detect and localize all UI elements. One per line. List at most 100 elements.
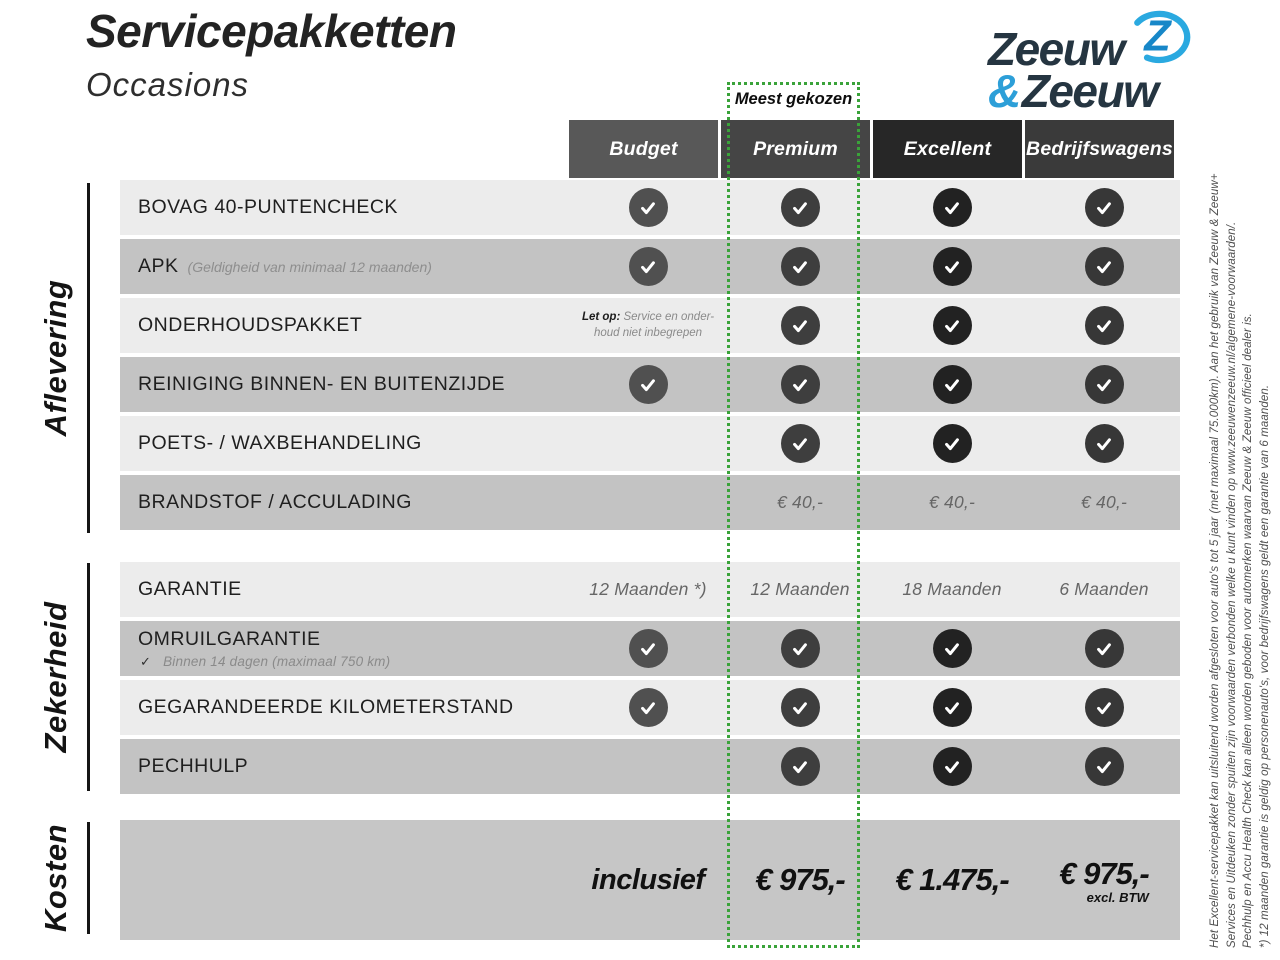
logo-word-zeeuw: Zeeuw	[988, 23, 1125, 75]
section-divider-aflevering	[87, 183, 90, 533]
check-icon	[780, 247, 820, 286]
fine-print-line: Pechhulp en Accu Health Check kan alleen…	[1242, 313, 1255, 948]
row-label: OMRUILGARANTIE ✓ Binnen 14 dagen (maximaal…	[138, 627, 391, 669]
column-header-bedrijfswagens: Bedrijfswagens	[1025, 120, 1174, 178]
cell-bedrijfswagens	[1028, 239, 1180, 294]
page-subtitle: Occasions	[86, 66, 250, 103]
cell-budget	[572, 475, 724, 530]
logo-ampersand: &	[988, 65, 1021, 117]
section-rows-zekerheid: GARANTIE 12 Maanden *) 12 Maanden 18 Maande…	[120, 562, 1180, 798]
cell-budget	[572, 680, 724, 735]
cell-bedrijfswagens	[1028, 680, 1180, 735]
row-label: GEGARANDEERDE KILOMETERSTAND	[138, 696, 514, 718]
table-row: BOVAG 40-PUNTENCHECK	[120, 180, 1180, 235]
table-row: PECHHULP	[120, 739, 1180, 794]
check-icon	[1084, 365, 1124, 404]
check-icon	[780, 188, 820, 227]
check-icon	[1084, 188, 1124, 227]
cell-budget: Let op: Service en onder-houd niet inbeg…	[581, 310, 715, 339]
row-label: POETS- / WAXBEHANDELING	[138, 432, 422, 454]
check-icon	[932, 688, 972, 727]
cell-budget: 12 Maanden *)	[589, 579, 707, 599]
row-label: ONDERHOUDSPAKKET	[138, 314, 363, 336]
check-icon	[932, 247, 972, 286]
check-icon	[1084, 247, 1124, 286]
table-row: GEGARANDEERDE KILOMETERSTAND	[120, 680, 1180, 735]
check-icon	[1084, 688, 1124, 727]
table-row: REINIGING BINNEN- EN BUITENZIJDE	[120, 357, 1180, 412]
cell-budget	[572, 357, 724, 412]
check-icon	[780, 365, 820, 404]
row-label: APK (Geldigheid van minimaal 12 maanden)	[138, 255, 432, 277]
section-label-aflevering: Aflevering	[38, 279, 73, 437]
cell-premium: 12 Maanden	[750, 579, 850, 599]
cell-excellent: 18 Maanden	[902, 579, 1002, 599]
z-swoosh-icon: Z	[1126, 6, 1196, 70]
fine-print-line: Het Excellent-servicepakket kan uitsluit…	[1209, 173, 1221, 948]
table-row: ONDERHOUDSPAKKET Let op: Service en onder…	[120, 298, 1180, 353]
check-icon	[932, 747, 972, 786]
table-row: GARANTIE 12 Maanden *) 12 Maanden 18 Maande…	[120, 562, 1180, 617]
cell-budget	[572, 739, 724, 794]
check-icon	[1084, 306, 1124, 345]
cell-budget	[572, 239, 724, 294]
kosten-cell-excellent: € 1.475,-	[895, 862, 1009, 897]
check-icon	[780, 688, 820, 727]
check-icon	[628, 629, 668, 668]
check-icon	[932, 306, 972, 345]
table-row: POETS- / WAXBEHANDELING	[120, 416, 1180, 471]
cell-excellent	[876, 680, 1028, 735]
cell-bedrijfswagens	[1028, 180, 1180, 235]
check-icon	[1084, 629, 1124, 668]
kosten-cell-bedrijfswagens: € 975,- excl. BTW	[1059, 855, 1150, 905]
check-icon	[932, 629, 972, 668]
cell-premium	[724, 621, 876, 676]
row-label: REINIGING BINNEN- EN BUITENZIJDE	[138, 373, 506, 395]
check-icon	[628, 247, 668, 286]
section-rows-aflevering: BOVAG 40-PUNTENCHECK APK (Geldigheid van m…	[120, 180, 1180, 534]
kosten-cell-budget: inclusief	[591, 863, 705, 896]
meest-gekozen-badge: Meest gekozen	[734, 90, 853, 108]
svg-text:Z: Z	[1142, 13, 1172, 61]
cell-budget	[572, 180, 724, 235]
logo-line-1: Zeeuw Z	[988, 6, 1196, 72]
zeeuw-zeeuw-logo: Zeeuw Z & Zeeuw	[988, 6, 1196, 114]
cell-bedrijfswagens	[1028, 416, 1180, 471]
section-divider-zekerheid	[87, 563, 90, 791]
cell-premium	[724, 416, 876, 471]
section-label-kosten: Kosten	[38, 823, 73, 933]
cell-premium	[724, 357, 876, 412]
cell-excellent	[876, 298, 1028, 353]
column-header-excellent: Excellent	[873, 120, 1022, 178]
check-icon	[932, 424, 972, 463]
kosten-cell-premium: € 975,-	[755, 862, 846, 897]
cell-bedrijfswagens	[1028, 357, 1180, 412]
small-check-icon: ✓	[140, 653, 152, 669]
check-icon	[932, 188, 972, 227]
cell-excellent	[876, 180, 1028, 235]
package-columns-header: Budget Premium Excellent Bedrijfswagens	[569, 120, 1174, 178]
cell-bedrijfswagens	[1028, 621, 1180, 676]
cell-premium	[724, 680, 876, 735]
cell-bedrijfswagens: € 40,-	[1081, 492, 1127, 512]
check-icon	[780, 629, 820, 668]
table-row: OMRUILGARANTIE ✓ Binnen 14 dagen (maximaal…	[120, 621, 1180, 676]
page-title: Servicepakketten	[86, 5, 457, 57]
fine-print-line: Services en Uitdeuken zonder spuiten zij…	[1225, 221, 1238, 948]
check-icon	[628, 188, 668, 227]
cell-premium	[724, 739, 876, 794]
cell-premium: € 40,-	[777, 492, 823, 512]
check-icon	[628, 688, 668, 727]
cell-excellent: € 40,-	[929, 492, 975, 512]
column-header-premium: Premium	[721, 120, 870, 178]
check-icon	[628, 365, 668, 404]
row-label: GARANTIE	[138, 578, 242, 600]
cell-bedrijfswagens	[1028, 739, 1180, 794]
check-icon	[780, 747, 820, 786]
table-row: BRANDSTOF / ACCULADING € 40,- € 40,- € 40,-	[120, 475, 1180, 530]
cell-premium	[724, 239, 876, 294]
cell-excellent	[876, 621, 1028, 676]
row-label: BRANDSTOF / ACCULADING	[138, 491, 412, 513]
cell-excellent	[876, 239, 1028, 294]
